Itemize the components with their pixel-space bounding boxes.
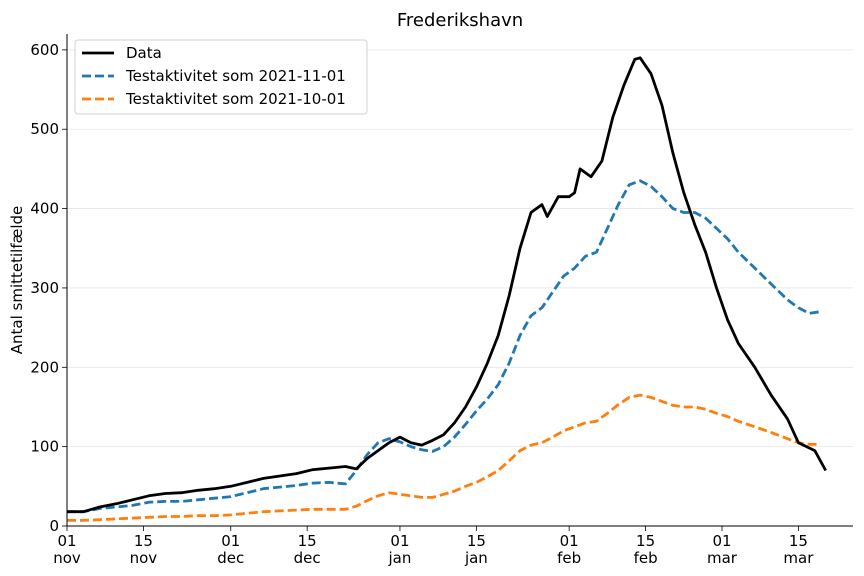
x-tick-label-day: 15 — [467, 532, 486, 550]
x-tick-label-day: 15 — [636, 532, 655, 550]
y-tick-label: 600 — [30, 41, 59, 59]
x-tick-label-day: 15 — [789, 532, 808, 550]
plot-lines — [67, 56, 827, 522]
y-tick-label: 300 — [30, 279, 59, 297]
x-tick-label-month: jan — [464, 549, 488, 567]
legend-box — [74, 39, 368, 115]
y-axis-ticks: 0 100 200 300 400 500 600 — [30, 41, 67, 535]
x-tick-label-month: mar — [707, 549, 738, 567]
y-tick-label: 200 — [30, 358, 59, 376]
x-tick-label-month: dec — [294, 549, 321, 567]
gridlines — [67, 49, 853, 448]
x-tick-label-day: 01 — [712, 532, 731, 550]
y-tick-label: 500 — [30, 120, 59, 138]
x-tick-label-day: 15 — [298, 532, 317, 550]
legend: Data Testaktivitet som 2021-11-01 Testakti… — [74, 39, 368, 115]
x-tick-label-month: jan — [388, 549, 412, 567]
x-tick-label-day: 15 — [134, 532, 153, 550]
x-tick-label-month: mar — [783, 549, 814, 567]
chart-title: Frederikshavn — [397, 10, 523, 31]
x-tick-label-month: nov — [130, 549, 158, 567]
x-tick-label-month: nov — [53, 549, 81, 567]
x-tick-label-month: dec — [217, 549, 244, 567]
legend-label-2: Testaktivitet som 2021-11-01 — [125, 67, 346, 85]
legend-label-3: Testaktivitet som 2021-10-01 — [125, 90, 346, 108]
x-tick-label-month: feb — [557, 549, 581, 567]
y-tick-label: 400 — [30, 200, 59, 218]
x-tick-label-day: 01 — [221, 532, 240, 550]
x-tick-label-day: 01 — [57, 532, 76, 550]
series-line-2 — [67, 179, 821, 514]
y-axis-label: Antal smittetilfælde — [8, 206, 26, 355]
legend-label-1: Data — [126, 44, 162, 62]
x-tick-label-day: 01 — [390, 532, 409, 550]
series-line-3 — [67, 393, 821, 522]
series-line-1 — [67, 56, 827, 514]
x-tick-label-day: 01 — [560, 532, 579, 550]
x-axis-ticks: 01nov15nov01dec15dec01jan15jan01feb15feb… — [53, 526, 814, 567]
x-tick-label-month: feb — [634, 549, 658, 567]
y-tick-label: 0 — [49, 517, 59, 535]
y-tick-label: 100 — [30, 438, 59, 456]
